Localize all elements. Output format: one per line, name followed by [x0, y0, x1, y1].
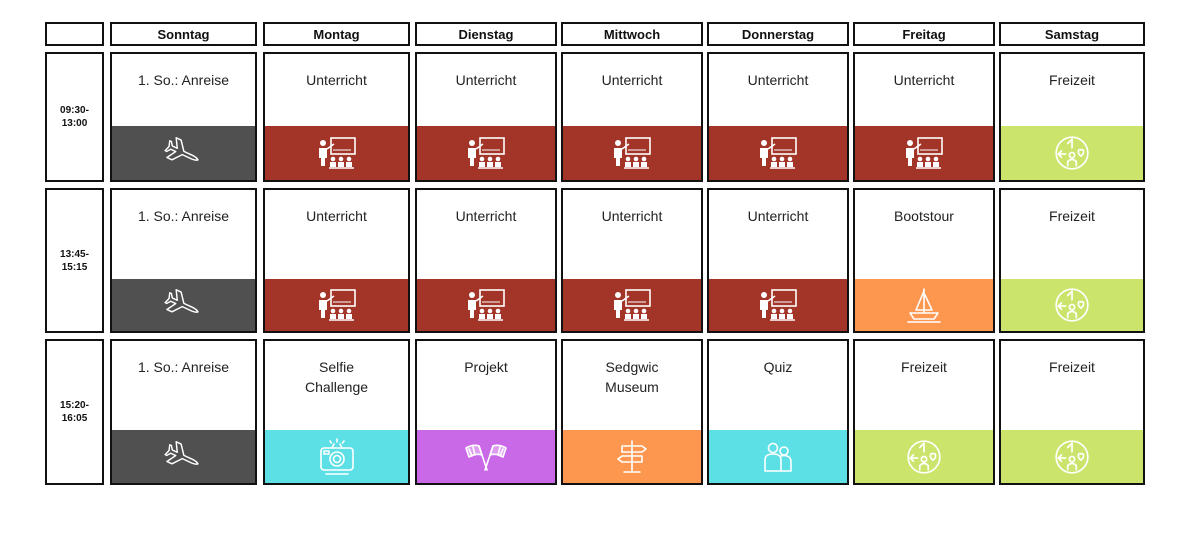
- classroom-icon: [317, 288, 357, 322]
- classroom-icon: [612, 136, 652, 170]
- activity-title: Unterricht: [601, 208, 663, 224]
- time-slot-label: 15:20- 16:05: [45, 339, 104, 485]
- activity-title: Sedgwic Museum: [605, 359, 659, 395]
- activity-title: Unterricht: [601, 72, 663, 88]
- classroom-icon: [758, 136, 798, 170]
- camera-icon: [318, 437, 356, 476]
- activity-title: Unterricht: [306, 72, 367, 88]
- time-slot-label: 13:45- 15:15: [45, 188, 104, 333]
- signpost-icon: [614, 438, 650, 476]
- leisure-icon: [905, 438, 943, 476]
- activity-color-band: [265, 126, 408, 180]
- classroom-icon: [466, 288, 506, 322]
- activity-color-band: [563, 279, 701, 331]
- schedule-cell: Unterricht: [263, 188, 410, 333]
- activity-color-band: [1001, 279, 1143, 331]
- day-header-montag: Montag: [263, 22, 410, 46]
- day-header-samstag: Samstag: [999, 22, 1145, 46]
- checkered-flags-icon: [463, 440, 509, 474]
- classroom-icon: [904, 136, 944, 170]
- activity-title: Unterricht: [747, 208, 809, 224]
- corner-header-cell: [45, 22, 104, 46]
- activity-title: Freizeit: [1049, 208, 1095, 224]
- time-slot-text: 15:20- 16:05: [60, 400, 89, 424]
- activity-title: Bootstour: [894, 208, 954, 224]
- day-header-freitag: Freitag: [853, 22, 995, 46]
- activity-title: Selfie Challenge: [304, 359, 369, 395]
- activity-color-band: [417, 279, 555, 331]
- activity-color-band: [709, 279, 847, 331]
- activity-title: Unterricht: [306, 208, 367, 224]
- classroom-icon: [317, 136, 357, 170]
- time-slot-text: 13:45- 15:15: [60, 248, 89, 273]
- schedule-cell: Selfie Challenge: [263, 339, 410, 485]
- leisure-icon: [1053, 134, 1091, 172]
- activity-title: Freizeit: [901, 359, 947, 375]
- activity-color-band: [563, 430, 701, 483]
- activity-title: Freizeit: [1049, 72, 1095, 88]
- sailboat-icon: [906, 286, 942, 324]
- people-icon: [761, 439, 795, 475]
- day-header-donnerstag: Donnerstag: [707, 22, 849, 46]
- schedule-cell: Freizeit: [853, 339, 995, 485]
- activity-title: Unterricht: [455, 72, 517, 88]
- schedule-cell: Sedgwic Museum: [561, 339, 703, 485]
- time-slot-label: 09:30- 13:00: [45, 52, 104, 182]
- schedule-cell: Projekt: [415, 339, 557, 485]
- classroom-icon: [612, 288, 652, 322]
- activity-color-band: [112, 279, 255, 331]
- schedule-cell: 1. So.: Anreise: [110, 52, 257, 182]
- schedule-cell: Unterricht: [415, 52, 557, 182]
- time-slot-text: 09:30- 13:00: [60, 105, 89, 129]
- activity-title: Projekt: [464, 359, 508, 375]
- activity-color-band: [709, 430, 847, 483]
- schedule-cell: Unterricht: [707, 188, 849, 333]
- airplane-icon: [162, 285, 206, 325]
- activity-title: Unterricht: [893, 72, 955, 88]
- activity-color-band: [265, 279, 408, 331]
- activity-title: Unterricht: [455, 208, 517, 224]
- activity-color-band: [1001, 126, 1143, 180]
- activity-color-band: [855, 279, 993, 331]
- schedule-cell: Unterricht: [707, 52, 849, 182]
- schedule-cell: Unterricht: [561, 52, 703, 182]
- activity-color-band: [709, 126, 847, 180]
- schedule-cell: Bootstour: [853, 188, 995, 333]
- airplane-icon: [162, 437, 206, 477]
- schedule-cell: Freizeit: [999, 188, 1145, 333]
- schedule-cell: Quiz: [707, 339, 849, 485]
- leisure-icon: [1053, 286, 1091, 324]
- activity-title: Freizeit: [1049, 359, 1095, 375]
- leisure-icon: [1053, 438, 1091, 476]
- schedule-cell: Unterricht: [415, 188, 557, 333]
- day-header-sonntag: Sonntag: [110, 22, 257, 46]
- schedule-cell: Unterricht: [561, 188, 703, 333]
- schedule-cell: 1. So.: Anreise: [110, 188, 257, 333]
- activity-title: Unterricht: [747, 72, 809, 88]
- activity-color-band: [563, 126, 701, 180]
- activity-color-band: [417, 126, 555, 180]
- classroom-icon: [758, 288, 798, 322]
- schedule-cell: Freizeit: [999, 339, 1145, 485]
- activity-title: 1. So.: Anreise: [137, 208, 230, 224]
- activity-color-band: [1001, 430, 1143, 483]
- activity-color-band: [112, 126, 255, 180]
- activity-color-band: [265, 430, 408, 483]
- activity-color-band: [112, 430, 255, 483]
- schedule-cell: 1. So.: Anreise: [110, 339, 257, 485]
- activity-title: 1. So.: Anreise: [137, 359, 230, 375]
- activity-color-band: [855, 430, 993, 483]
- day-header-mittwoch: Mittwoch: [561, 22, 703, 46]
- classroom-icon: [466, 136, 506, 170]
- airplane-icon: [162, 133, 206, 173]
- schedule-cell: Unterricht: [853, 52, 995, 182]
- activity-color-band: [855, 126, 993, 180]
- activity-title: 1. So.: Anreise: [137, 72, 230, 88]
- activity-title: Quiz: [763, 359, 793, 375]
- day-header-dienstag: Dienstag: [415, 22, 557, 46]
- schedule-cell: Unterricht: [263, 52, 410, 182]
- activity-color-band: [417, 430, 555, 483]
- schedule-cell: Freizeit: [999, 52, 1145, 182]
